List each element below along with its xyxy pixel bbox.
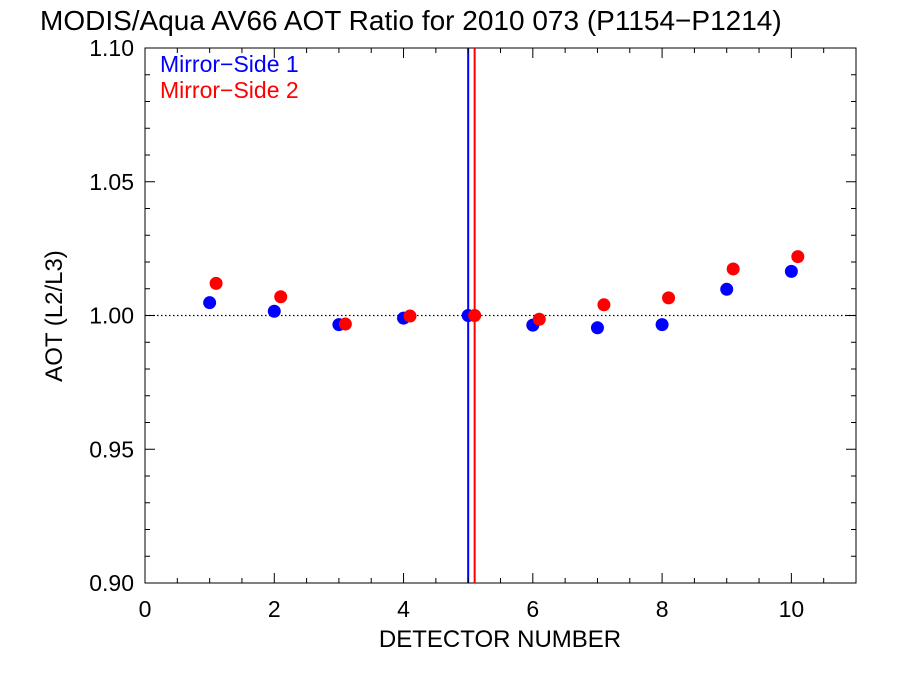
data-point-series-2 xyxy=(274,290,288,304)
data-point-series-2 xyxy=(403,309,417,323)
x-tick-label: 4 xyxy=(397,596,410,622)
x-axis-label: DETECTOR NUMBER xyxy=(379,626,621,653)
data-point-series-1 xyxy=(267,304,281,318)
data-point-series-2 xyxy=(726,262,740,276)
data-point-series-1 xyxy=(784,264,798,278)
data-point-series-2 xyxy=(791,250,805,264)
data-point-series-2 xyxy=(662,291,676,305)
data-point-series-1 xyxy=(590,321,604,335)
data-point-series-2 xyxy=(338,317,352,331)
x-tick-label: 2 xyxy=(268,596,281,622)
data-point-series-1 xyxy=(655,318,669,332)
legend-entry: Mirror−Side 1 xyxy=(160,51,299,77)
y-tick-label: 1.10 xyxy=(89,35,134,61)
data-point-series-2 xyxy=(532,312,546,326)
data-point-series-2 xyxy=(468,309,482,322)
y-axis-label: AOT (L2/L3) xyxy=(41,250,68,382)
data-point-series-2 xyxy=(209,276,223,290)
y-tick-label: 0.90 xyxy=(89,570,134,596)
x-tick-label: 10 xyxy=(779,596,805,622)
x-tick-label: 0 xyxy=(139,596,152,622)
data-point-series-1 xyxy=(720,282,734,296)
x-tick-label: 8 xyxy=(656,596,669,622)
y-tick-label: 0.95 xyxy=(89,436,134,462)
legend-entry: Mirror−Side 2 xyxy=(160,77,299,103)
x-tick-label: 6 xyxy=(526,596,539,622)
y-tick-label: 1.00 xyxy=(89,303,134,329)
chart-title: MODIS/Aqua AV66 AOT Ratio for 2010 073 (… xyxy=(40,5,782,36)
data-point-series-2 xyxy=(597,298,611,312)
y-tick-label: 1.05 xyxy=(89,169,134,195)
data-point-series-1 xyxy=(203,296,217,310)
